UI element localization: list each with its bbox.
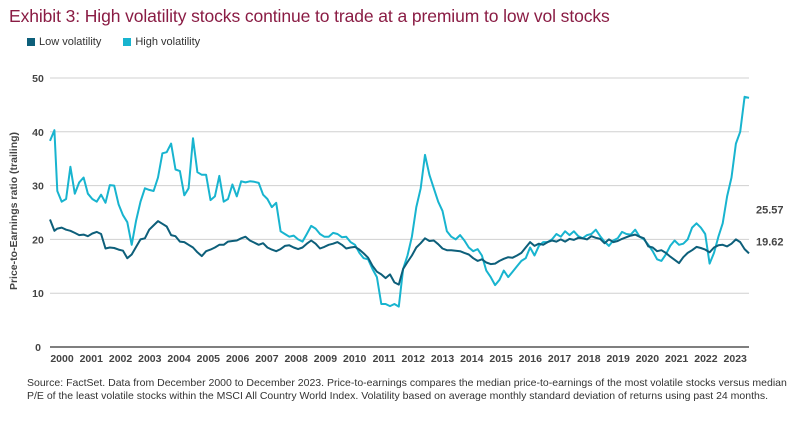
y-tick-label: 40 (32, 127, 44, 139)
legend-label-low: Low volatility (39, 36, 102, 48)
gridlines (50, 77, 749, 348)
x-tick-label: 2018 (577, 353, 601, 365)
y-tick-label: 10 (32, 288, 44, 300)
x-tick-label: 2006 (226, 353, 250, 365)
source-footnote: Source: FactSet. Data from December 2000… (27, 377, 787, 402)
legend-item-high: High volatility (123, 36, 200, 48)
end-label-high-volatility: 25.57 (756, 204, 784, 216)
end-labels: 25.57 19.62 (756, 204, 784, 248)
x-tick-label: 2019 (606, 353, 630, 365)
x-tick-label: 2001 (80, 353, 104, 365)
x-tick-label: 2009 (314, 353, 338, 365)
x-tick-label: 2008 (284, 353, 308, 365)
legend-swatch-low (27, 38, 35, 46)
legend-item-low: Low volatility (27, 36, 101, 48)
x-tick-label: 2015 (489, 353, 513, 365)
x-tick-label: 2012 (402, 353, 426, 365)
series-group (49, 95, 750, 308)
legend-swatch-high (123, 38, 132, 46)
y-tick-label: 0 (35, 342, 41, 354)
y-tick-label: 50 (32, 73, 44, 85)
x-tick-label: 2017 (548, 353, 572, 365)
x-tick-label: 2005 (197, 353, 221, 365)
x-tick-label: 2004 (167, 353, 191, 365)
x-tick-label: 2010 (343, 353, 367, 365)
legend-label-high: High volatility (135, 36, 201, 48)
y-axis-ticks: 0 10 20 30 40 50 (32, 73, 44, 354)
y-axis-title: Price-to-Earnings ratio (trailing) (8, 132, 20, 290)
series-line-high-volatility (49, 95, 750, 308)
x-tick-label: 2011 (373, 353, 396, 365)
x-tick-label: 2023 (724, 353, 748, 365)
x-tick-label: 2000 (50, 353, 74, 365)
x-tick-label: 2002 (109, 353, 133, 365)
x-tick-label: 2020 (636, 353, 660, 365)
x-tick-label: 2013 (431, 353, 455, 365)
end-label-low-volatility: 19.62 (756, 236, 784, 248)
x-tick-label: 2016 (519, 353, 543, 365)
chart-title: Exhibit 3: High volatility stocks contin… (9, 6, 610, 26)
x-tick-label: 2022 (694, 353, 718, 365)
x-axis-ticks: 2000 2001 2002 2003 2004 2005 2006 2007 2008 2009… (50, 353, 747, 365)
x-tick-label: 2014 (460, 353, 484, 365)
x-tick-label: 2003 (138, 353, 162, 365)
x-tick-label: 2021 (665, 353, 689, 365)
y-tick-label: 30 (32, 181, 44, 193)
legend: Low volatility High volatility (27, 36, 200, 48)
series-line-low-volatility (49, 219, 750, 286)
x-tick-label: 2007 (255, 353, 279, 365)
y-tick-label: 20 (32, 234, 44, 246)
